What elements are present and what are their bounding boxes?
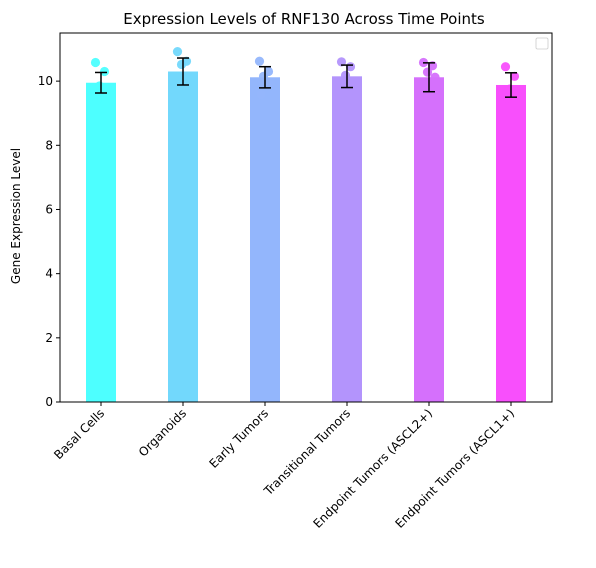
bar-4	[414, 77, 444, 402]
data-point	[422, 67, 433, 77]
x-tick-label: Transitional Tumors	[261, 406, 354, 499]
data-point	[512, 89, 522, 99]
y-tick-label: 0	[45, 395, 53, 409]
data-point	[94, 81, 105, 91]
y-tick-label: 8	[45, 138, 53, 152]
data-point	[184, 82, 194, 92]
data-point	[92, 95, 102, 105]
y-tick-label: 4	[45, 267, 53, 281]
data-point	[90, 57, 101, 68]
y-axis-label: Gene Expression Level	[9, 148, 23, 284]
bar-2	[250, 77, 280, 402]
x-tick-label: Basal Cells	[51, 406, 107, 462]
data-point	[176, 59, 187, 70]
data-point	[172, 47, 183, 57]
data-point	[256, 90, 266, 100]
data-point	[254, 56, 265, 66]
data-point	[340, 70, 351, 80]
bar-5	[496, 84, 526, 403]
data-point	[338, 89, 348, 99]
y-tick-label: 10	[38, 74, 53, 88]
bar-3	[332, 76, 362, 403]
plot-frame	[59, 32, 553, 403]
x-tick-label: Organoids	[136, 406, 189, 459]
data-point	[500, 62, 511, 72]
data-point	[174, 89, 184, 99]
data-point	[430, 72, 440, 82]
data-point	[420, 110, 430, 120]
y-tick-label: 6	[45, 202, 53, 216]
legend	[535, 37, 549, 50]
chart-title: Expression Levels of RNF130 Across Time …	[123, 10, 485, 28]
bar-0	[86, 82, 116, 403]
data-point	[102, 83, 112, 93]
data-point	[99, 66, 110, 77]
bar-1	[168, 71, 198, 403]
data-point	[509, 71, 520, 81]
data-point	[258, 71, 269, 81]
x-tick-label: Early Tumors	[206, 406, 271, 471]
data-point	[266, 78, 276, 88]
y-tick-label: 2	[45, 331, 53, 345]
data-point	[336, 57, 347, 67]
plot-area: 0 2 4 6 8 10 Basal Cells Organoids Early TumorsT…	[38, 32, 553, 531]
data-point	[504, 84, 515, 94]
